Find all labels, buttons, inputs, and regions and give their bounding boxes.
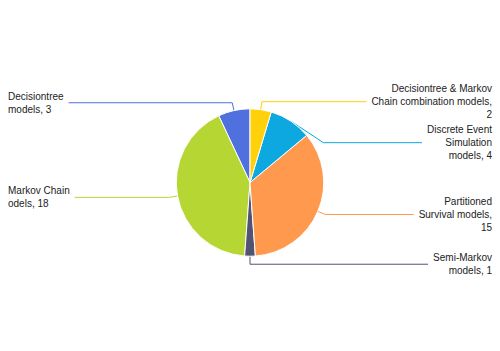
svg-text:15: 15 [481, 222, 493, 233]
svg-text:models, 1: models, 1 [449, 265, 493, 276]
svg-text:Survival models,: Survival models, [419, 209, 492, 220]
svg-text:Semi-Markov: Semi-Markov [433, 252, 492, 263]
svg-text:odels, 18: odels, 18 [8, 198, 49, 209]
svg-text:Discrete Event: Discrete Event [427, 124, 492, 135]
svg-text:2: 2 [486, 109, 492, 120]
svg-text:Simulation: Simulation [445, 137, 492, 148]
svg-text:Chain combination models,: Chain combination models, [371, 96, 492, 107]
svg-text:Partitioned: Partitioned [444, 196, 492, 207]
svg-text:Decisiontree: Decisiontree [8, 91, 64, 102]
svg-text:Decisiontree & Markov: Decisiontree & Markov [391, 83, 492, 94]
svg-text:models, 3: models, 3 [8, 104, 52, 115]
svg-text:Markov Chain: Markov Chain [8, 185, 70, 196]
svg-text:models, 4: models, 4 [449, 150, 493, 161]
